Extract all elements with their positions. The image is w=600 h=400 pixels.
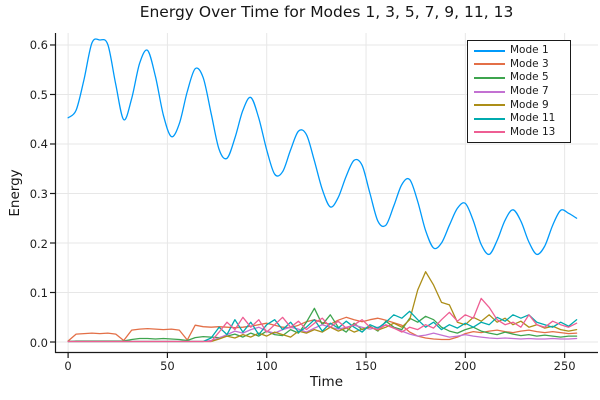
legend-line-swatch: [474, 63, 505, 66]
y-tick-label: 0.3: [29, 186, 48, 201]
legend-item-mode-11: Mode 11: [474, 112, 566, 126]
legend-item-mode-9: Mode 9: [474, 98, 566, 112]
legend-line-swatch: [474, 131, 505, 134]
y-tick-label: 0.0: [29, 335, 48, 350]
legend-item-mode-3: Mode 3: [474, 58, 566, 72]
x-tick-label: 0: [64, 359, 72, 373]
x-tick-label: 100: [255, 359, 278, 373]
legend-item-mode-1: Mode 1: [474, 44, 566, 58]
legend-item-mode-13: Mode 13: [474, 126, 566, 140]
legend-item-mode-5: Mode 5: [474, 71, 566, 85]
series-line-mode-13: [67, 297, 578, 343]
legend: Mode 1 Mode 3 Mode 5 Mode 7 Mode 9 Mode 11 Mod…: [467, 40, 571, 144]
legend-label: Mode 11: [510, 112, 556, 125]
series-line-mode-1: [67, 38, 578, 256]
x-axis-label: Time: [309, 374, 344, 390]
plot-area: Mode 1 Mode 3 Mode 5 Mode 7 Mode 9 Mode 11 Mod…: [50, 33, 598, 358]
y-tick-label: 0.5: [29, 87, 48, 102]
y-tick-label: 0.2: [29, 236, 48, 251]
legend-line-swatch: [474, 117, 505, 120]
x-tick-label: 250: [553, 359, 576, 373]
series-line-mode-3: [67, 316, 578, 342]
legend-item-mode-7: Mode 7: [474, 85, 566, 99]
legend-line-swatch: [474, 90, 505, 93]
y-tick-label: 0.1: [29, 286, 48, 300]
x-tick-label: 50: [160, 359, 175, 373]
legend-label: Mode 5: [510, 71, 549, 84]
legend-label: Mode 7: [510, 85, 549, 98]
legend-label: Mode 1: [510, 44, 549, 57]
legend-line-swatch: [474, 76, 505, 79]
legend-label: Mode 9: [510, 98, 549, 111]
legend-line-swatch: [474, 49, 505, 52]
y-tick-label: 0.4: [29, 137, 48, 152]
legend-label: Mode 13: [510, 125, 556, 138]
series-line-mode-11: [67, 310, 578, 343]
x-tick-label: 200: [454, 359, 477, 373]
x-tick-label: 150: [355, 359, 377, 373]
legend-line-swatch: [474, 104, 505, 107]
legend-label: Mode 3: [510, 57, 549, 70]
chart-title: Energy Over Time for Modes 1, 3, 5, 7, 9…: [139, 3, 514, 21]
y-tick-label: 0.6: [29, 38, 48, 53]
